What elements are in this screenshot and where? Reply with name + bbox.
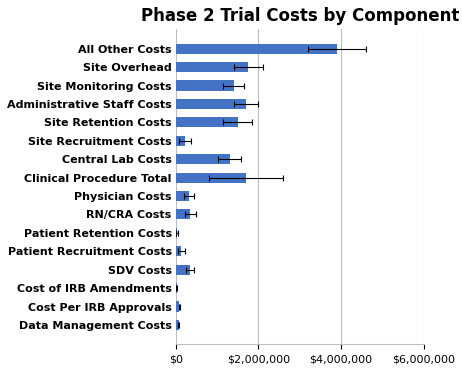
- Title: Phase 2 Trial Costs by Component: Phase 2 Trial Costs by Component: [140, 7, 459, 25]
- Bar: [176, 320, 179, 330]
- Bar: [176, 117, 238, 127]
- Bar: [176, 228, 177, 238]
- Bar: [176, 173, 246, 183]
- Bar: [176, 246, 181, 256]
- Bar: [176, 265, 190, 275]
- Bar: [176, 302, 179, 312]
- Bar: [176, 99, 246, 109]
- Bar: [176, 191, 189, 201]
- Bar: [176, 154, 230, 164]
- Bar: [176, 136, 185, 146]
- Bar: [176, 81, 234, 91]
- Bar: [176, 44, 337, 54]
- Bar: [176, 209, 190, 220]
- Bar: [176, 62, 248, 72]
